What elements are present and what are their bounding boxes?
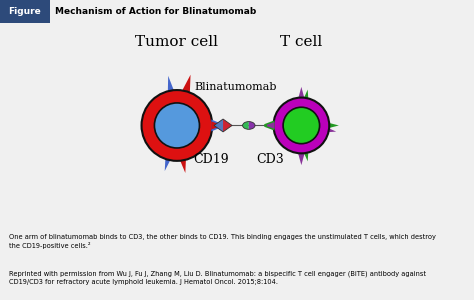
Text: CD3: CD3: [256, 153, 284, 166]
Polygon shape: [297, 148, 306, 165]
Text: Blinatumomab: Blinatumomab: [195, 82, 277, 92]
Polygon shape: [302, 147, 309, 161]
Polygon shape: [178, 153, 186, 173]
Polygon shape: [302, 89, 309, 104]
Polygon shape: [243, 122, 249, 129]
Polygon shape: [168, 76, 176, 98]
Circle shape: [155, 103, 200, 148]
Polygon shape: [297, 87, 306, 103]
Polygon shape: [213, 119, 224, 132]
Circle shape: [283, 107, 319, 144]
Polygon shape: [211, 119, 223, 131]
Polygon shape: [214, 121, 223, 130]
Polygon shape: [179, 75, 191, 99]
Polygon shape: [165, 152, 173, 171]
Text: One arm of blinatumomab binds to CD3, the other binds to CD19. This binding enga: One arm of blinatumomab binds to CD3, th…: [9, 234, 437, 249]
Circle shape: [142, 90, 212, 161]
Text: Mechanism of Action for Blinatumomab: Mechanism of Action for Blinatumomab: [55, 7, 256, 16]
Text: Tumor cell: Tumor cell: [136, 35, 219, 49]
Polygon shape: [214, 119, 223, 132]
Polygon shape: [267, 122, 274, 129]
Polygon shape: [211, 122, 220, 130]
Text: Figure: Figure: [8, 7, 41, 16]
Polygon shape: [223, 119, 232, 132]
FancyBboxPatch shape: [0, 0, 50, 22]
Polygon shape: [323, 126, 336, 133]
Text: T cell: T cell: [280, 35, 322, 49]
Polygon shape: [324, 122, 339, 129]
Text: Reprinted with permission from Wu J, Fu J, Zhang M, Liu D. Blinatumomab: a bispe: Reprinted with permission from Wu J, Fu …: [9, 270, 427, 285]
Polygon shape: [264, 120, 274, 130]
Polygon shape: [249, 122, 255, 129]
Text: CD19: CD19: [193, 153, 229, 166]
Circle shape: [273, 98, 329, 153]
